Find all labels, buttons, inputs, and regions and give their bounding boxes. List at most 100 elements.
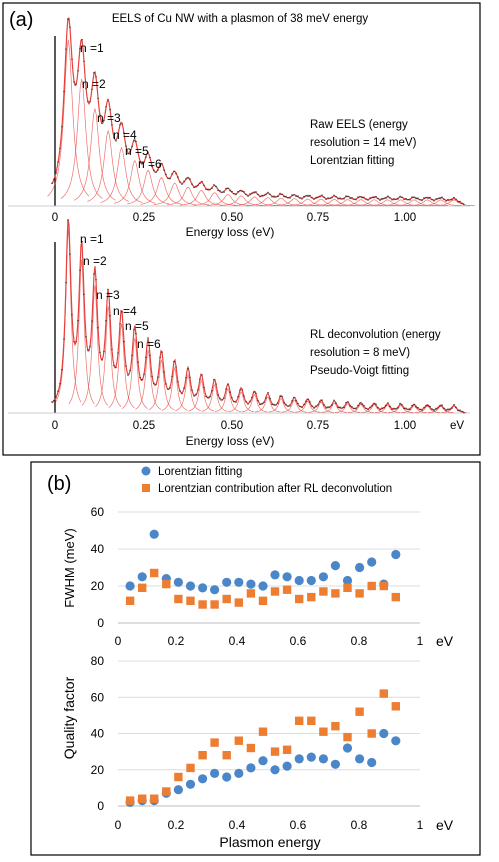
fwhm-point-rl-deconvolution [198,600,207,609]
raw-data-point [373,196,375,199]
raw-data-point [263,401,265,403]
quality-point-rl-deconvolution [379,689,388,698]
raw-data-point [441,196,443,198]
raw-data-point [437,407,439,409]
fwhm-point-lorentzian [355,562,365,573]
fit-peak-n8 [148,359,175,411]
raw-data-point [165,383,167,385]
raw-data-point [51,401,53,403]
raw-data-point [407,199,409,201]
quality-y-tick-0: 0 [97,799,104,813]
top-annotation-line-3: Lorentzian fitting [310,155,394,167]
raw-data-point [285,403,287,406]
quality-point-rl-deconvolution [150,794,159,803]
quality-point-rl-deconvolution [186,763,195,773]
raw-data-point [211,390,213,392]
raw-data-point [429,196,431,199]
raw-data-point [215,185,217,188]
quality-point-lorentzian [198,774,208,784]
raw-data-point [101,359,103,361]
fit-peak-n19 [294,400,321,413]
raw-data-point [125,365,127,367]
raw-data-point [385,197,387,199]
raw-data-point [117,133,119,135]
raw-data-point [143,373,145,376]
quality-point-lorentzian [306,752,316,762]
raw-data-point [229,190,231,192]
raw-data-point [325,407,327,409]
eels-deconvolved-plot: n =1 n =2 n =3 n =4 n =5 n =6 RL deconvo… [8,219,470,448]
raw-data-point [291,400,293,402]
raw-data-point [149,157,151,159]
raw-data-point [157,169,159,171]
raw-data-point [321,194,323,196]
raw-data-point [267,191,269,194]
raw-data-point [247,195,249,197]
raw-data-point [227,187,229,189]
top-peak-label-n5: n =5 [125,144,149,158]
raw-data-point [121,123,123,125]
raw-data-point [311,197,313,199]
fwhm-point-rl-deconvolution [162,579,171,589]
raw-data-point [209,188,211,191]
raw-data-point [233,400,235,403]
raw-data-point [117,352,119,354]
raw-data-point [89,101,91,103]
raw-data-point [191,389,193,391]
raw-data-point [89,345,91,348]
raw-data-point [147,337,149,339]
raw-data-point [53,399,55,402]
raw-data-point [453,196,455,199]
quality-point-rl-deconvolution [125,796,135,805]
raw-data-point [359,196,361,198]
raw-data-point [431,198,433,201]
raw-data-point [325,198,327,200]
raw-data-point [239,190,241,192]
raw-data-point [105,320,107,322]
quality-point-rl-deconvolution [270,747,280,756]
raw-data-point [247,403,249,405]
raw-data-point [159,163,161,165]
raw-data-point [275,404,277,406]
raw-data-point [273,195,275,197]
raw-data-point [265,194,267,196]
bottom-peak-label-n6: n =6 [137,337,161,351]
fwhm-point-rl-deconvolution [246,589,256,598]
raw-data-point [115,366,117,369]
raw-data-point [337,406,339,408]
raw-data-point [303,195,305,198]
raw-data-point [109,108,111,111]
top-peak-label-n2: n =2 [82,77,106,91]
raw-data-point [97,327,99,329]
quality-point-rl-deconvolution [162,787,171,796]
quality-point-rl-deconvolution [307,716,316,725]
raw-data-point [289,197,291,199]
raw-data-point [225,187,227,190]
quality-x-axis-label: Plasmon energy [219,834,320,850]
raw-data-point [343,406,345,409]
raw-data-point [195,185,197,187]
raw-data-point [239,389,241,391]
raw-data-point [63,90,65,93]
quality-point-rl-deconvolution [331,722,340,731]
fwhm-x-tick-1: 1 [417,634,424,648]
top-x-tick-100: 1.00 [394,212,416,224]
fwhm-point-rl-deconvolution [222,594,231,604]
raw-data-point [187,177,189,179]
raw-data-point [95,76,97,78]
raw-data-point [443,198,445,200]
bottom-peak-label-n4: n =4 [113,304,137,318]
raw-data-point [259,196,261,198]
raw-data-point [131,145,133,148]
raw-data-point [319,196,321,198]
fit-peak-n17 [268,398,294,413]
raw-data-point [121,311,123,313]
raw-data-point [213,184,215,186]
raw-data-point [123,132,125,134]
raw-data-point [157,376,159,378]
raw-data-point [303,403,305,405]
raw-data-point [215,383,217,385]
fwhm-point-lorentzian [330,561,340,571]
raw-data-point [207,188,209,190]
raw-data-point [295,400,297,402]
